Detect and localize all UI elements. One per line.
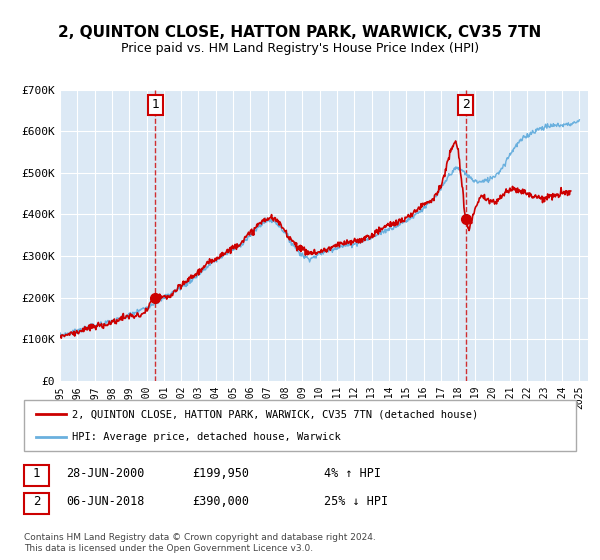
Text: 1: 1 (33, 466, 40, 480)
Text: 25% ↓ HPI: 25% ↓ HPI (324, 494, 388, 508)
Text: 2, QUINTON CLOSE, HATTON PARK, WARWICK, CV35 7TN: 2, QUINTON CLOSE, HATTON PARK, WARWICK, … (58, 25, 542, 40)
Text: 2: 2 (33, 494, 40, 508)
Text: 1: 1 (151, 99, 159, 111)
Text: £199,950: £199,950 (192, 466, 249, 480)
Text: 28-JUN-2000: 28-JUN-2000 (66, 466, 145, 480)
Text: HPI: Average price, detached house, Warwick: HPI: Average price, detached house, Warw… (72, 432, 341, 442)
Text: 06-JUN-2018: 06-JUN-2018 (66, 494, 145, 508)
Text: 4% ↑ HPI: 4% ↑ HPI (324, 466, 381, 480)
Text: Contains HM Land Registry data © Crown copyright and database right 2024.
This d: Contains HM Land Registry data © Crown c… (24, 533, 376, 553)
Text: 2: 2 (462, 99, 470, 111)
Text: Price paid vs. HM Land Registry's House Price Index (HPI): Price paid vs. HM Land Registry's House … (121, 42, 479, 55)
Text: 2, QUINTON CLOSE, HATTON PARK, WARWICK, CV35 7TN (detached house): 2, QUINTON CLOSE, HATTON PARK, WARWICK, … (72, 409, 478, 419)
Text: £390,000: £390,000 (192, 494, 249, 508)
